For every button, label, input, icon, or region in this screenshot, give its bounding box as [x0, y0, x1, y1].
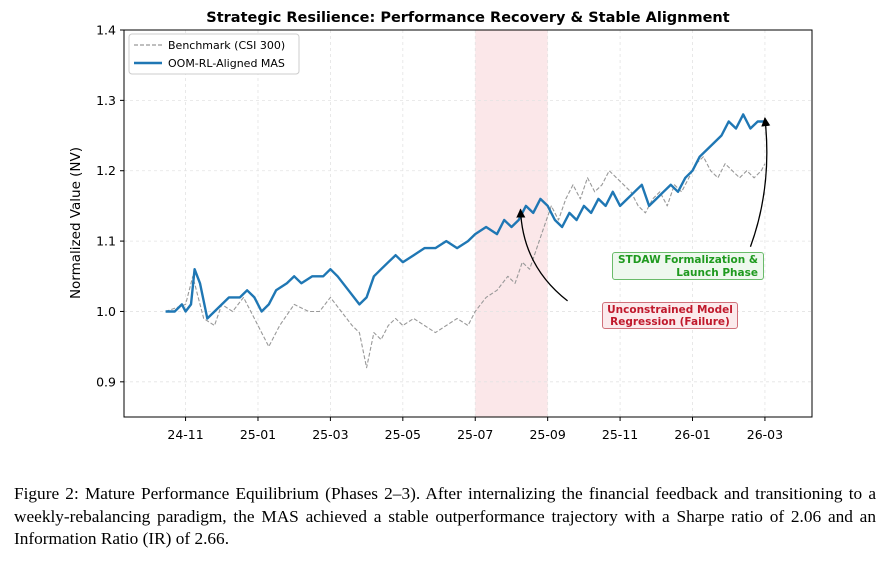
annotation-launch-line2: Launch Phase [676, 266, 758, 279]
axis-layer: 0.9 1.0 1.1 1.2 1.3 1.4 24-11 25-01 25-03 25-05 25… [96, 23, 813, 442]
legend-mas-label: OOM-RL-Aligned MAS [168, 57, 285, 70]
annotation-failure-line2: Regression (Failure) [610, 316, 730, 328]
benchmark-line [165, 156, 766, 369]
x-tick-label-5: 25-09 [529, 427, 565, 442]
line-chart: 0.9 1.0 1.1 1.2 1.3 1.4 24-11 25-01 25-03 25-05 25… [68, 10, 813, 442]
annotation-layer [516, 117, 771, 302]
shaded-region-layer [475, 30, 548, 417]
x-tick-label-1: 25-01 [240, 427, 276, 442]
x-tick-label-4: 25-07 [457, 427, 493, 442]
grid-layer [124, 29, 812, 417]
x-tick-label-2: 25-03 [312, 427, 348, 442]
annotation-arrow-0 [516, 208, 568, 302]
figure-caption: Figure 2: Mature Performance Equilibrium… [14, 483, 876, 551]
y-tick-label-3: 1.2 [96, 163, 116, 178]
y-tick-label-5: 1.4 [96, 23, 116, 38]
shaded-region [475, 30, 548, 417]
mas-line [165, 113, 765, 320]
y-tick-label-1: 1.0 [96, 304, 116, 319]
annotation-failure-box: Unconstrained Model Regression (Failure) [602, 302, 738, 329]
caption-text: Mature Performance Equilibrium (Phases 2… [14, 484, 876, 548]
y-axis-label: Normalized Value (NV) [68, 147, 84, 299]
y-tick-label-0: 0.9 [96, 374, 116, 389]
x-tick-label-8: 26-03 [747, 427, 783, 442]
annotation-launch-line1: STDAW Formalization & [617, 254, 758, 266]
x-tick-label-3: 25-05 [385, 427, 421, 442]
annotation-failure-line1: Unconstrained Model [607, 304, 733, 316]
series-layer [165, 113, 766, 369]
caption-label: Figure 2: [14, 484, 79, 503]
y-tick-label-2: 1.1 [96, 234, 116, 249]
y-tick-label-4: 1.3 [96, 93, 116, 108]
annotation-launch-box: STDAW Formalization & Launch Phase [612, 252, 764, 280]
chart-title: Strategic Resilience: Performance Recove… [206, 10, 729, 26]
plot-frame [123, 29, 813, 418]
legend-benchmark-label: Benchmark (CSI 300) [168, 39, 285, 52]
x-tick-label-0: 24-11 [167, 427, 203, 442]
x-tick-label-6: 25-11 [602, 427, 638, 442]
legend-box [128, 33, 300, 75]
legend: Benchmark (CSI 300) OOM-RL-Aligned MAS [128, 33, 300, 75]
x-tick-label-7: 26-01 [674, 427, 710, 442]
annotation-arrow-1 [749, 117, 771, 247]
